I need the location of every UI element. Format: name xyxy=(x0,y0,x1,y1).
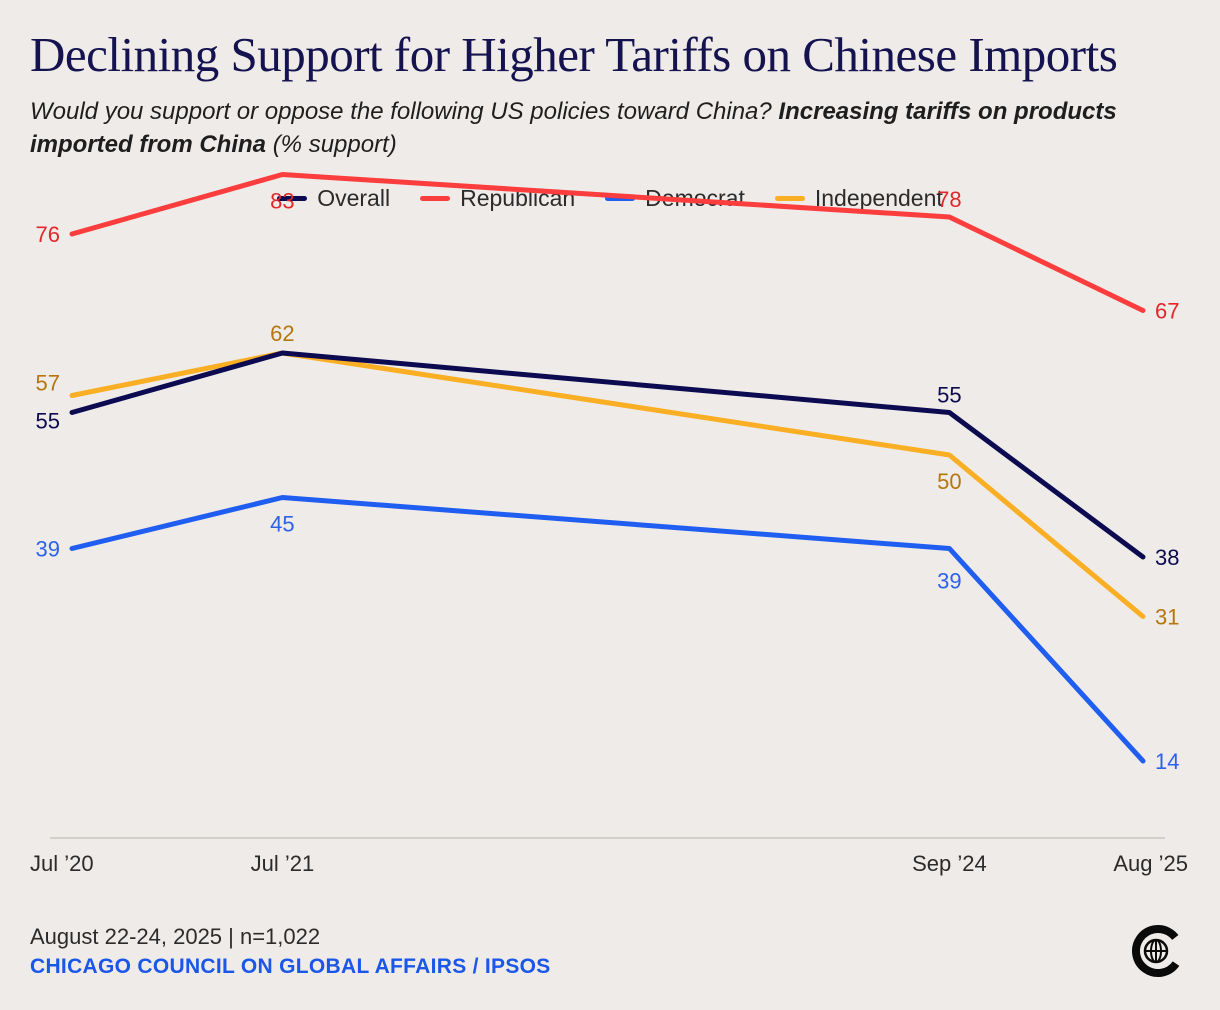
legend-label-overall: Overall xyxy=(317,185,391,211)
chart-subtitle: Would you support or oppose the followin… xyxy=(30,95,1190,161)
legend-swatch-republican xyxy=(420,196,451,201)
legend-item-independent: Independent xyxy=(774,185,943,212)
data-label-democrat: 39 xyxy=(937,569,961,594)
legend-item-overall: Overall xyxy=(277,185,390,212)
legend-swatch-independent xyxy=(774,196,805,201)
data-label-republican: 76 xyxy=(36,222,60,247)
series-line-overall xyxy=(69,350,1146,560)
legend-label-independent: Independent xyxy=(814,185,943,211)
survey-date: August 22-24, 2025 | n=1,022 xyxy=(30,924,321,949)
data-label-overall: 55 xyxy=(36,409,60,434)
series-line-independent xyxy=(69,350,1146,619)
x-tick-label: Jul ’20 xyxy=(30,851,94,876)
series-line-republican xyxy=(69,172,1146,313)
data-label-republican: 78 xyxy=(937,187,961,212)
data-label-independent: 62 xyxy=(270,321,294,346)
source-credit: CHICAGO COUNCIL ON GLOBAL AFFAIRS / IPSO… xyxy=(30,955,551,978)
series-line-democrat xyxy=(69,495,1146,764)
data-label-democrat: 39 xyxy=(36,537,60,562)
data-label-overall: 55 xyxy=(937,383,961,408)
data-label-democrat: 14 xyxy=(1155,749,1179,774)
chart-title: Declining Support for Higher Tariffs on … xyxy=(30,27,1118,82)
chicago-council-logo-icon xyxy=(1132,925,1184,977)
x-tick-label: Jul ’21 xyxy=(251,851,315,876)
x-tick-label: Sep ’24 xyxy=(912,851,987,876)
data-label-independent: 31 xyxy=(1155,605,1179,630)
data-label-republican: 83 xyxy=(270,189,294,214)
subtitle-policy: Increasing tariffs on products imported … xyxy=(30,98,1117,158)
subtitle-unit: (% support) xyxy=(272,131,397,158)
line-chart: Jul ’20 Jul ’21 Sep ’24 Aug ’25 55 55 38 76 83 78… xyxy=(30,172,1188,876)
data-label-republican: 67 xyxy=(1155,299,1179,324)
data-label-independent: 50 xyxy=(937,469,961,494)
subtitle-question: Would you support or oppose the followin… xyxy=(30,98,772,125)
data-label-independent: 57 xyxy=(36,371,60,396)
x-tick-label: Aug ’25 xyxy=(1113,851,1188,876)
legend-swatch-overall xyxy=(277,196,308,201)
data-label-democrat: 45 xyxy=(270,512,294,537)
data-label-overall: 38 xyxy=(1155,545,1179,570)
